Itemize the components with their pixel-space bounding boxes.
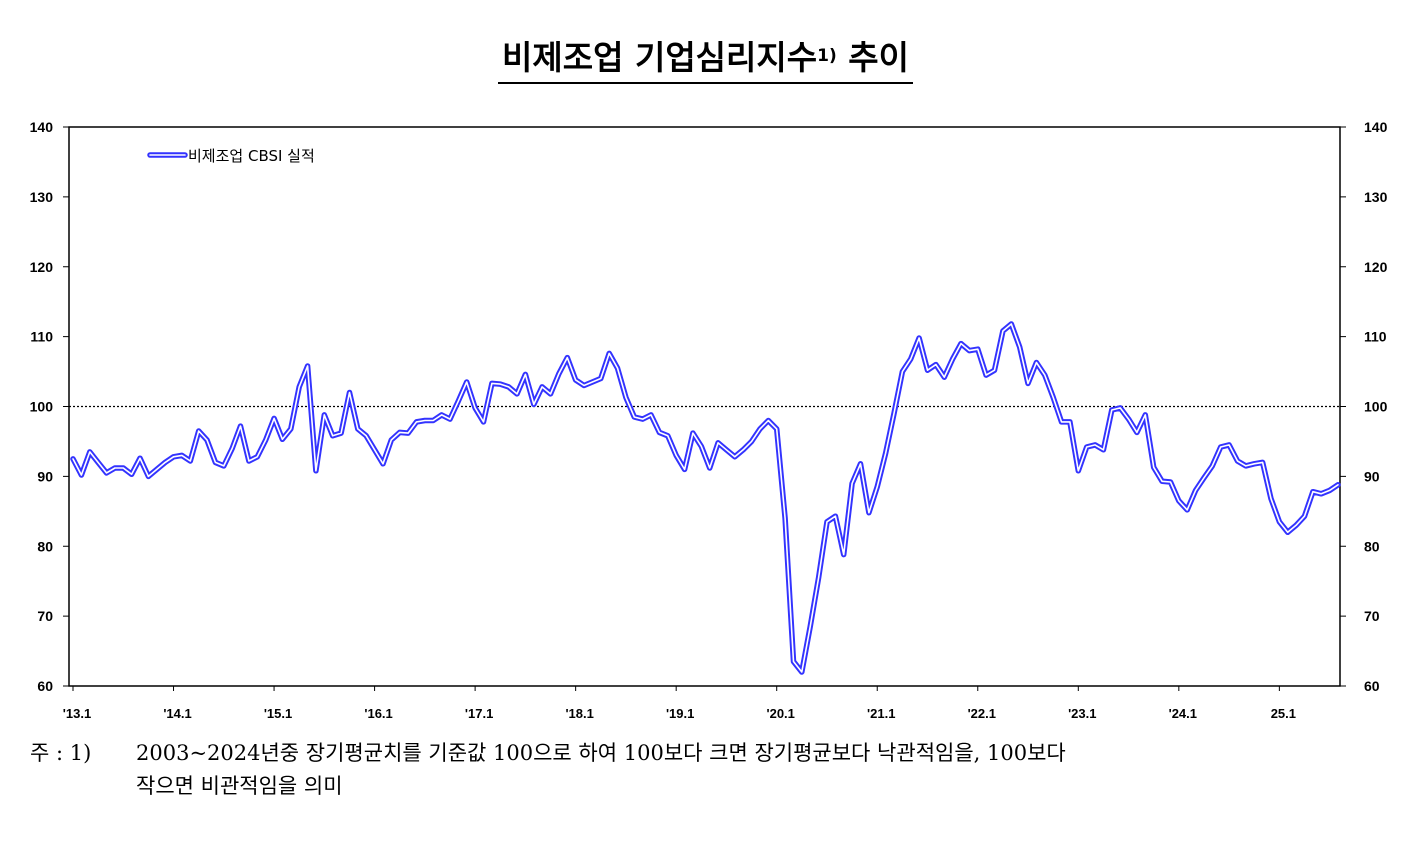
x-tick-label: '22.1 — [968, 706, 996, 721]
x-tick-label: '13.1 — [63, 706, 91, 721]
legend-label: 비제조업 CBSI 실적 — [188, 147, 315, 165]
x-tick-label: '16.1 — [364, 706, 392, 721]
x-tick-label: '18.1 — [565, 706, 593, 721]
x-tick-label: '14.1 — [163, 706, 191, 721]
footnote-line-2: 작으면 비관적임을 의미 — [136, 774, 343, 798]
y-tick-label: 120 — [30, 259, 54, 275]
x-axis: '13.1 '14.1 '15.1 '16.1 '17.1 '18.1 '19.1 '20.1… — [63, 686, 1296, 721]
page-title: 비제조업 기업심리지수1) 추이 — [0, 38, 1411, 84]
title-footnote-mark: 1) — [817, 46, 837, 66]
y-axis-right: 60 70 80 90 100 110 120 130 140 — [1340, 119, 1388, 694]
y-tick-label: 70 — [37, 608, 53, 624]
title-main: 비제조업 기업심리지수 — [502, 38, 818, 77]
y-tick-label-right: 90 — [1364, 468, 1380, 484]
y-tick-label-right: 60 — [1364, 678, 1380, 694]
y-tick-label-right: 100 — [1364, 399, 1388, 415]
x-tick-label: '24.1 — [1169, 706, 1197, 721]
y-tick-label-right: 110 — [1364, 329, 1387, 345]
y-axis-left: 60 70 80 90 100 110 120 130 140 — [30, 119, 69, 694]
series-line-highlight — [72, 323, 1339, 673]
legend[interactable]: 비제조업 CBSI 실적 — [147, 147, 315, 165]
title-underlined: 비제조업 기업심리지수1) 추이 — [498, 38, 913, 84]
x-tick-label: '23.1 — [1068, 706, 1096, 721]
y-tick-label-right: 120 — [1364, 259, 1388, 275]
y-tick-label: 80 — [37, 538, 53, 554]
y-tick-label: 100 — [30, 399, 54, 415]
y-tick-label: 110 — [30, 329, 53, 345]
footnote: 주 : 1) 2003~2024년중 장기평균치를 기준값 100으로 하여 10… — [30, 737, 1066, 803]
x-tick-label: 25.1 — [1271, 706, 1296, 721]
footnote-lead: 주 : 1) — [30, 741, 92, 765]
x-tick-label: '17.1 — [465, 706, 493, 721]
y-tick-label-right: 80 — [1364, 538, 1380, 554]
y-tick-label: 130 — [30, 189, 54, 205]
y-tick-label-right: 130 — [1364, 189, 1388, 205]
y-tick-label: 90 — [37, 468, 53, 484]
y-tick-label: 140 — [30, 119, 54, 135]
y-tick-label: 60 — [37, 678, 53, 694]
y-tick-label-right: 140 — [1364, 119, 1388, 135]
x-tick-label: '19.1 — [666, 706, 694, 721]
chart: 60 70 80 90 100 110 120 130 140 60 70 80 90 100 110 12… — [30, 119, 1388, 721]
series-line — [70, 321, 1341, 675]
x-tick-label: '20.1 — [767, 706, 795, 721]
title-suffix: 추이 — [848, 38, 909, 77]
x-tick-label: '15.1 — [264, 706, 292, 721]
x-tick-label: '21.1 — [867, 706, 895, 721]
series-group — [70, 321, 1341, 675]
footnote-line-1: 2003~2024년중 장기평균치를 기준값 100으로 하여 100보다 크면… — [136, 741, 1066, 765]
y-tick-label-right: 70 — [1364, 608, 1380, 624]
